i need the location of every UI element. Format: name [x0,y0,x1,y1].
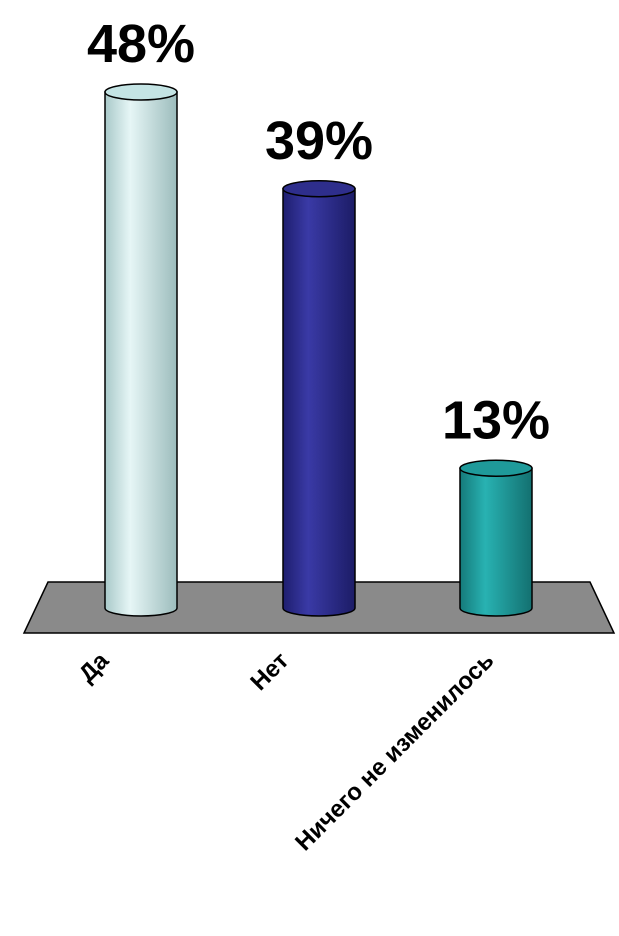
bar-body-1 [104,91,178,617]
bar-body-3 [459,467,533,617]
value-labels-layer: 48% 39% 13% [87,14,550,450]
bar-3 [459,459,533,617]
value-label-3: 13% [442,390,550,450]
category-label-3: Ничего не изменилось [290,647,499,856]
bar-1 [104,83,178,617]
bar-2 [282,180,356,617]
bar-body-2 [282,188,356,617]
bars-layer [104,83,533,617]
category-label-2: Нет [245,647,294,696]
value-label-2: 39% [265,111,373,171]
category-label-1: Да [74,647,115,688]
value-label-1: 48% [87,14,195,74]
bar-top-3 [459,459,533,477]
bar-top-2 [282,180,356,198]
bar-top-1 [104,83,178,101]
